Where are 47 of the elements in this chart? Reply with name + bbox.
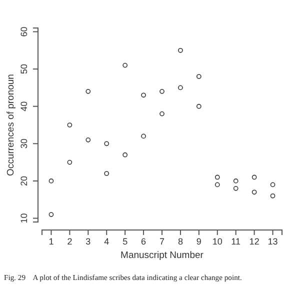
point bbox=[270, 193, 276, 198]
x-tick-label: 4 bbox=[104, 236, 110, 246]
point bbox=[233, 186, 238, 191]
y-tick-label: 40 bbox=[19, 101, 29, 112]
x-axis-title: Manuscript Number bbox=[120, 250, 204, 261]
x-tick-label: 11 bbox=[231, 236, 241, 246]
point bbox=[160, 88, 164, 94]
x-tick-label: 13 bbox=[268, 236, 278, 246]
point bbox=[104, 171, 110, 176]
point bbox=[48, 178, 54, 184]
point bbox=[86, 88, 91, 94]
x-tick-label: 7 bbox=[159, 236, 165, 246]
y-tick-label: 60 bbox=[19, 26, 29, 37]
y-tick-label: 20 bbox=[19, 176, 29, 186]
point bbox=[196, 74, 202, 79]
point bbox=[233, 178, 238, 184]
point bbox=[141, 134, 146, 139]
point bbox=[178, 48, 183, 53]
point bbox=[160, 111, 164, 116]
point bbox=[86, 137, 91, 142]
point bbox=[67, 160, 72, 165]
y-tick-label: 50 bbox=[19, 64, 29, 74]
point bbox=[122, 62, 128, 68]
point bbox=[252, 190, 257, 195]
point bbox=[122, 152, 128, 158]
x-tick-label: 3 bbox=[86, 236, 91, 246]
point bbox=[270, 182, 276, 188]
point bbox=[67, 122, 72, 128]
point bbox=[48, 212, 54, 217]
x-tick-label: 8 bbox=[178, 236, 183, 246]
point bbox=[178, 85, 183, 90]
x-tick-label: 6 bbox=[141, 236, 146, 246]
point bbox=[214, 174, 220, 180]
point bbox=[214, 182, 220, 188]
x-tick-label: 10 bbox=[212, 236, 222, 246]
y-axis-title: Occurrences of pronoun bbox=[5, 74, 16, 176]
x-tick-label: 2 bbox=[67, 236, 72, 246]
x-tick-label: 12 bbox=[249, 236, 260, 246]
x-tick-label: 9 bbox=[196, 236, 202, 246]
x-tick-label: 1 bbox=[48, 236, 54, 246]
point bbox=[196, 104, 202, 109]
point bbox=[252, 174, 257, 180]
y-tick-label: 30 bbox=[19, 138, 29, 149]
x-tick-label: 5 bbox=[122, 236, 128, 246]
y-tick-label: 10 bbox=[19, 213, 29, 224]
point bbox=[141, 92, 146, 98]
point bbox=[104, 141, 110, 146]
